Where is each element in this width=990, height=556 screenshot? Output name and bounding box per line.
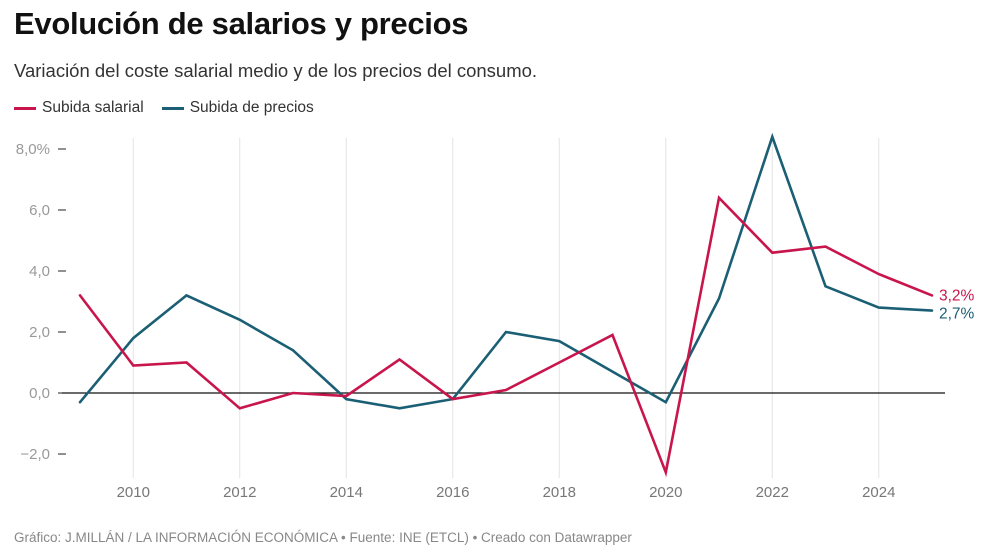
legend: Subida salarial Subida de precios — [14, 99, 332, 117]
series-lines — [78, 132, 934, 477]
y-tick-label: 6,0 — [29, 202, 50, 219]
x-tick-label: 2022 — [756, 484, 789, 501]
y-tick-label: 4,0 — [29, 263, 50, 280]
legend-swatch-prices — [161, 106, 184, 110]
end-label-salary: 3,2% — [939, 287, 975, 304]
y-tick-label: −2,0 — [20, 446, 50, 463]
x-tick-label: 2018 — [543, 484, 576, 501]
footer-credit: Gráfico: J.MILLÁN / LA INFORMACIÓN ECONÓ… — [14, 530, 632, 545]
end-label-prices: 2,7% — [939, 306, 975, 323]
y-tick-label: 8,0% — [16, 141, 50, 158]
chart-title: Evolución de salarios y precios — [14, 6, 469, 41]
x-tick-label: 2010 — [117, 484, 150, 501]
x-tick-label: 2024 — [862, 484, 895, 501]
y-tick-label: 2,0 — [29, 324, 50, 341]
x-tick-label: 2014 — [330, 484, 363, 501]
y-tick-label: 0,0 — [29, 385, 50, 402]
x-tick-label: 2020 — [649, 484, 682, 501]
legend-swatch-salary — [14, 106, 36, 110]
series-line-salary — [78, 195, 934, 477]
legend-item-salary: Subida salarial — [14, 99, 144, 117]
y-axis: 8,0% 6,0 4,0 2,0 0,0 −2,0 — [16, 141, 66, 463]
legend-item-prices: Subida de precios — [161, 99, 314, 117]
gridlines — [132, 138, 880, 478]
legend-label-salary: Subida salarial — [42, 99, 144, 116]
end-labels: 3,2% 2,7% — [939, 287, 975, 322]
chart-subtitle: Variación del coste salarial medio y de … — [14, 60, 538, 81]
x-tick-label: 2012 — [223, 484, 256, 501]
legend-label-prices: Subida de precios — [189, 99, 314, 116]
series-line-prices — [78, 132, 934, 410]
x-tick-label: 2016 — [436, 484, 469, 501]
x-axis: 2010 2012 2014 2016 2018 2020 2022 2024 — [117, 484, 896, 501]
